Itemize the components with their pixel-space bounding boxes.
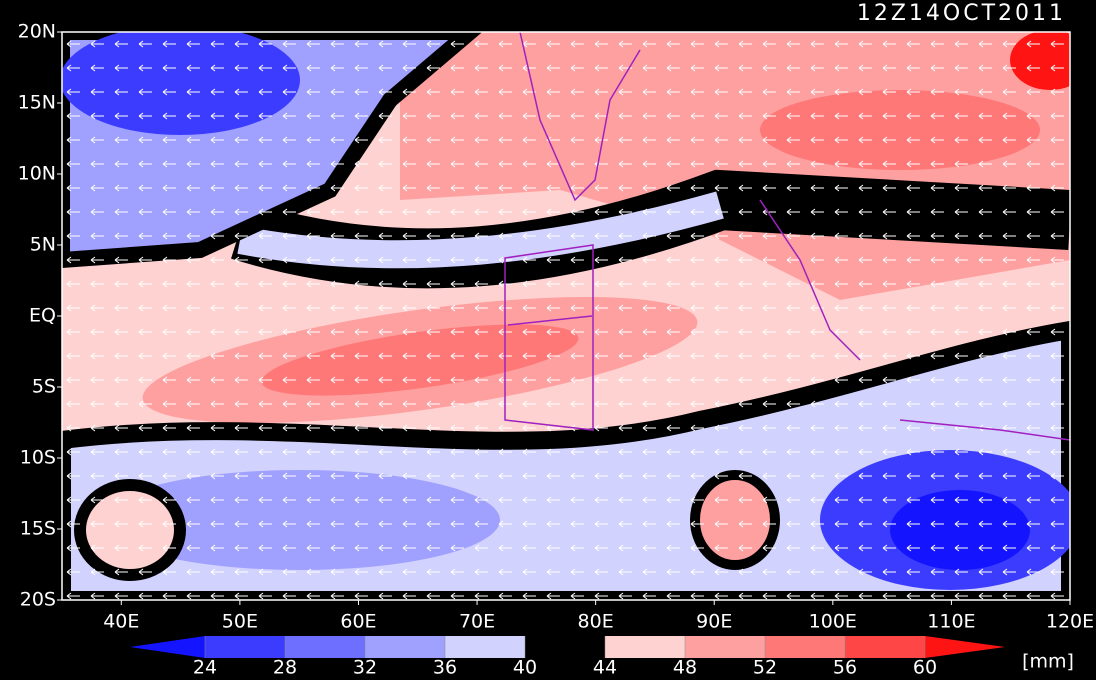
y-tick-label: 10S [20, 447, 56, 469]
colorbar-label: 32 [353, 657, 377, 679]
y-tick-label: 20N [18, 21, 56, 43]
colorbar-label: 60 [913, 657, 937, 679]
colorbar-label: 44 [593, 657, 617, 679]
axes: 40E 50E 60E 70E 80E 90E 100E 110E 120E 20N 15N 10N 5… [18, 21, 1095, 633]
x-tick-label: 40E [103, 611, 139, 633]
colorbar-label: 36 [433, 657, 457, 679]
colorbar-label: 56 [833, 657, 857, 679]
colorbar-segment [525, 636, 605, 658]
colorbar-label: 28 [273, 657, 297, 679]
x-tick-label: 100E [809, 611, 857, 633]
y-tick-label: 10N [18, 163, 56, 185]
x-tick-label: 50E [222, 611, 258, 633]
colorbar-label: 52 [753, 657, 777, 679]
y-tick-label: 15S [20, 518, 56, 540]
y-tick-label: 15N [18, 92, 56, 114]
y-tick-label: 20S [20, 589, 56, 611]
colorbar-arrow [130, 636, 205, 658]
colorbar-label: 24 [193, 657, 217, 679]
y-tick-label: 5N [30, 234, 56, 256]
y-tick-label: 5S [32, 376, 56, 398]
colorbar-segment [605, 636, 685, 658]
x-tick-label: 90E [696, 611, 732, 633]
colorbar-segment [365, 636, 445, 658]
y-tick-label: EQ [29, 305, 56, 327]
colorbar-segment [285, 636, 365, 658]
precipitable-water-field [62, 32, 1070, 600]
colorbar-segment [205, 636, 285, 658]
colorbar-segment [765, 636, 845, 658]
x-tick-label: 110E [927, 611, 975, 633]
colorbar-segment [685, 636, 765, 658]
map-title: 12Z14OCT2011 [857, 1, 1066, 26]
x-tick-label: 80E [578, 611, 614, 633]
colorbar-label: 48 [673, 657, 697, 679]
x-tick-label: 70E [459, 611, 495, 633]
colorbar: 24 28 32 36 40 44 48 52 56 60 [130, 636, 1005, 679]
colorbar-segment [445, 636, 525, 658]
colorbar-segment [845, 636, 925, 658]
colorbar-unit: [mm] [1022, 651, 1074, 673]
colorbar-label: 40 [513, 657, 537, 679]
x-tick-label: 60E [340, 611, 376, 633]
colorbar-arrow [925, 636, 1005, 658]
x-tick-label: 120E [1046, 611, 1094, 633]
